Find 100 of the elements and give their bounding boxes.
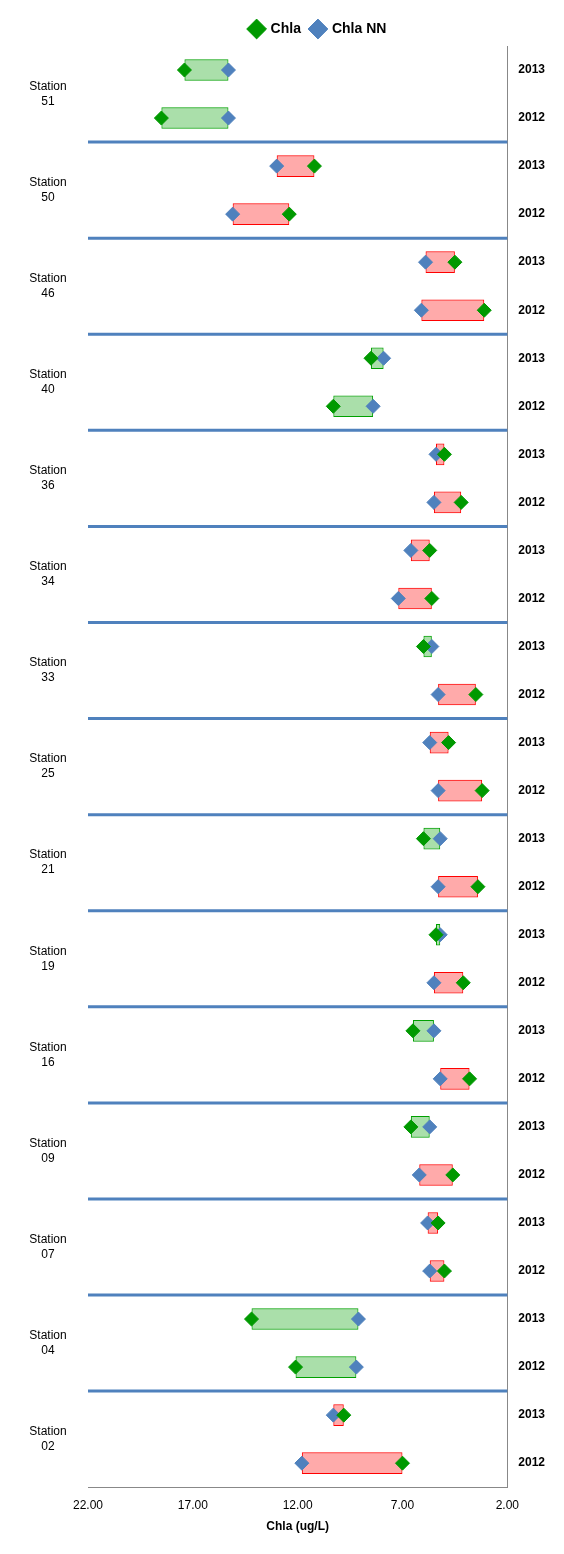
y-tick-label: 2012 xyxy=(518,590,546,605)
point xyxy=(390,590,406,606)
y-tick-label: 2012 xyxy=(518,686,546,701)
point xyxy=(424,590,440,606)
text: Station 21 xyxy=(29,847,67,877)
y-tick-label: 2012 xyxy=(518,206,546,221)
y-tick-label: 2013 xyxy=(518,158,546,173)
point xyxy=(281,206,297,222)
point xyxy=(394,1455,410,1471)
point xyxy=(422,1119,438,1135)
y-tick-label: 2012 xyxy=(518,494,546,509)
point xyxy=(428,927,444,943)
x-tick-label: 17.00 xyxy=(177,1497,209,1512)
point xyxy=(422,542,438,558)
text: Station 25 xyxy=(29,751,67,781)
x-tick-label: 12.00 xyxy=(282,1497,313,1512)
point xyxy=(426,1023,442,1039)
point xyxy=(462,1071,478,1087)
text: Station 04 xyxy=(29,1327,67,1357)
point xyxy=(415,831,431,847)
y-tick-label: 2012 xyxy=(518,398,546,413)
point xyxy=(474,783,490,799)
point xyxy=(413,302,429,318)
point xyxy=(415,639,431,654)
y-tick-label: 2012 xyxy=(518,302,546,317)
point xyxy=(430,783,446,799)
point xyxy=(422,1263,438,1279)
y-tick-label: 2012 xyxy=(518,1263,546,1278)
point xyxy=(403,542,419,558)
point xyxy=(426,975,442,991)
text: Station 02 xyxy=(29,1423,67,1453)
y-tick-label: 2012 xyxy=(518,110,546,125)
y-tick-label: 2013 xyxy=(518,830,546,845)
point xyxy=(269,158,285,174)
text: Station 07 xyxy=(29,1231,67,1261)
point xyxy=(445,1167,461,1183)
x-axis-title: Chla (ug/L) xyxy=(266,1519,329,1534)
y-tick-label: 2012 xyxy=(518,975,546,990)
point xyxy=(403,1119,419,1135)
text: Station 51 xyxy=(29,78,67,108)
point xyxy=(220,110,236,126)
point xyxy=(336,1407,352,1423)
point xyxy=(468,687,484,703)
y-tick-label: 2013 xyxy=(518,1311,546,1326)
y-tick-label: 2013 xyxy=(518,254,546,269)
y-tick-label: 2012 xyxy=(518,1455,546,1470)
point xyxy=(176,62,192,78)
x-tick-label: 22.00 xyxy=(72,1497,104,1512)
point xyxy=(436,1263,452,1279)
point xyxy=(220,62,236,78)
point xyxy=(348,1359,364,1375)
point xyxy=(288,1359,304,1375)
point xyxy=(363,350,379,366)
y-tick-label: 2012 xyxy=(518,1071,546,1086)
point xyxy=(436,446,452,462)
point xyxy=(225,206,241,222)
y-tick-label: 2013 xyxy=(518,446,546,461)
point xyxy=(476,302,492,318)
y-tick-label: 2013 xyxy=(518,1119,546,1134)
text: Station 34 xyxy=(29,559,67,589)
text: Station 50 xyxy=(29,174,67,204)
x-tick-label: 2.00 xyxy=(495,1497,520,1512)
point xyxy=(411,1167,427,1183)
y-tick-label: 2013 xyxy=(518,734,546,749)
text: Station 40 xyxy=(29,367,67,397)
point xyxy=(306,158,322,174)
y-tick-label: 2013 xyxy=(518,1407,546,1422)
y-tick-label: 2013 xyxy=(518,542,546,557)
y-tick-label: 2012 xyxy=(518,1359,546,1374)
point xyxy=(405,1023,421,1039)
y-tick-label: 2012 xyxy=(518,879,546,894)
point xyxy=(325,1407,341,1423)
point xyxy=(422,735,438,751)
point xyxy=(244,1311,260,1327)
point xyxy=(325,398,341,414)
y-tick-label: 2013 xyxy=(518,62,546,77)
point xyxy=(153,110,169,126)
y-tick-label: 2012 xyxy=(518,782,546,797)
point xyxy=(470,879,486,895)
text: Station 19 xyxy=(29,943,67,973)
text: Station 33 xyxy=(29,655,67,685)
point xyxy=(430,879,446,895)
point xyxy=(426,494,442,510)
point xyxy=(294,1455,310,1471)
point xyxy=(441,735,457,751)
y-tick-label: 2013 xyxy=(518,1215,546,1230)
y-tick-label: 2013 xyxy=(518,350,546,365)
text: Station 36 xyxy=(29,463,67,493)
text: Station 46 xyxy=(29,271,67,301)
y-tick-label: 2013 xyxy=(518,1023,546,1038)
text: Station 16 xyxy=(29,1039,67,1069)
point xyxy=(418,254,434,270)
point xyxy=(430,687,446,703)
legend-label: Chla xyxy=(270,19,302,36)
text: Station 09 xyxy=(29,1135,67,1165)
point xyxy=(365,398,381,414)
y-tick-label: 2013 xyxy=(518,638,546,653)
point xyxy=(447,254,463,270)
point xyxy=(376,350,392,366)
point xyxy=(430,1215,446,1231)
